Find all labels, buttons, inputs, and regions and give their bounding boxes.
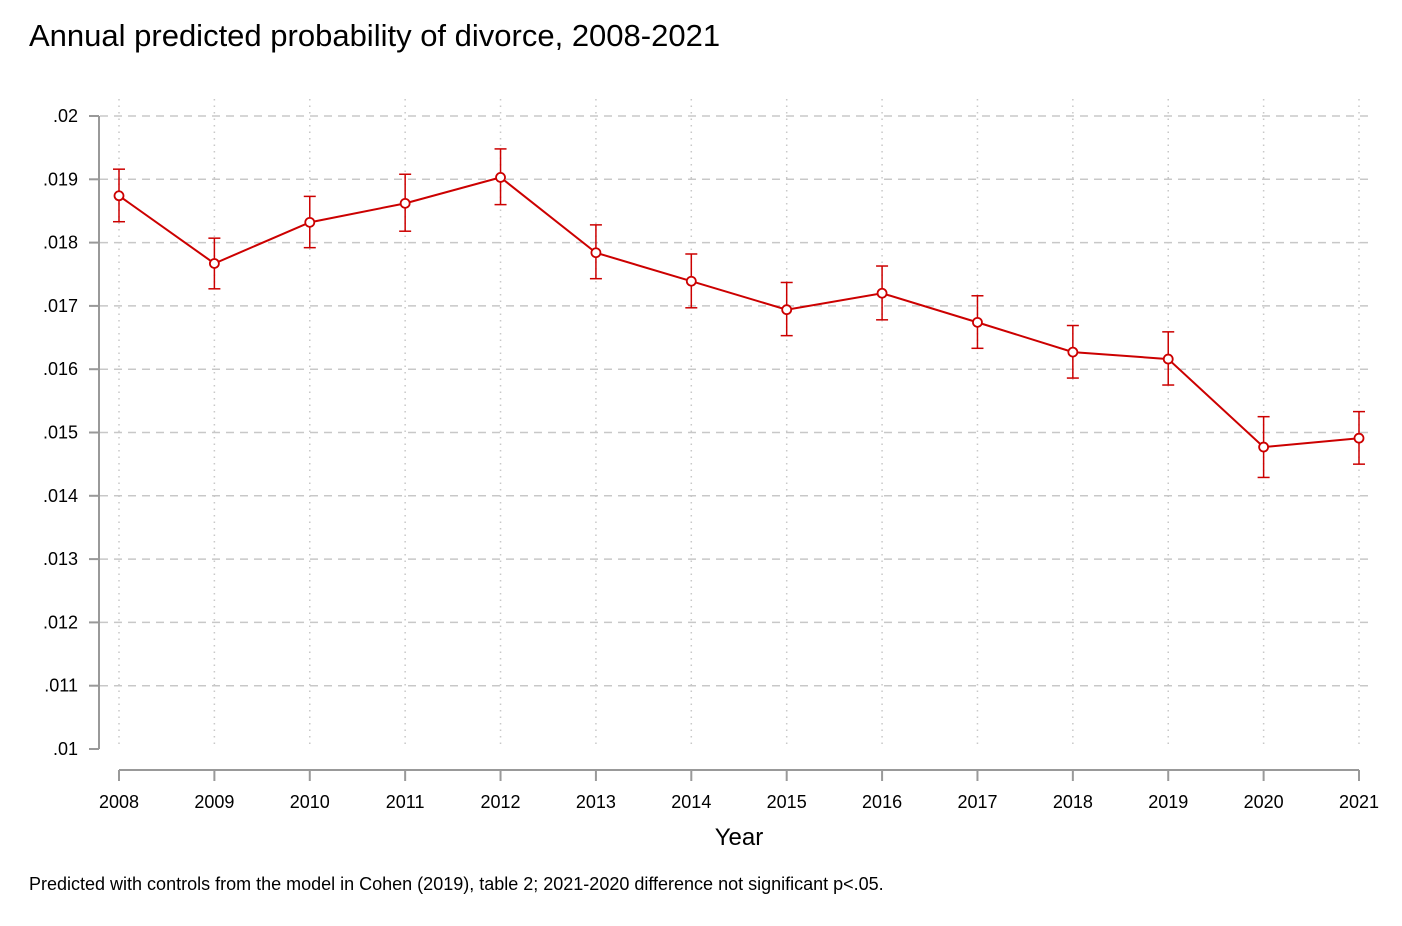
grid [100, 99, 1374, 749]
chart-note: Predicted with controls from the model i… [29, 874, 884, 894]
data-point [208, 258, 220, 269]
data-point [781, 304, 793, 316]
x-tick-label: 2017 [957, 792, 997, 812]
y-tick-label: .018 [43, 233, 78, 253]
y-tick-label: .013 [43, 549, 78, 569]
x-tick-label: 2016 [862, 792, 902, 812]
data-point [1258, 441, 1270, 453]
data-point [113, 190, 125, 202]
data-point [495, 172, 506, 183]
data-point [1162, 353, 1174, 365]
y-tick-label: .014 [43, 486, 78, 506]
data-point [972, 316, 983, 328]
series-line [118, 176, 1360, 449]
x-tick-label: 2014 [671, 792, 711, 812]
y-tick-label: .012 [43, 612, 78, 632]
x-tick-label: 2012 [481, 792, 521, 812]
x-tick-label: 2010 [290, 792, 330, 812]
x-tick-label: 2020 [1244, 792, 1284, 812]
data-point [1353, 432, 1365, 444]
x-tick-label: 2019 [1148, 792, 1188, 812]
chart-title: Annual predicted probability of divorce,… [29, 18, 721, 53]
x-tick-label: 2021 [1339, 792, 1379, 812]
x-tick-label: 2011 [386, 792, 425, 812]
data-point [304, 216, 316, 228]
data-points [113, 172, 1365, 453]
y-tick-label: .01 [53, 739, 78, 759]
y-tick-label: .015 [43, 423, 78, 443]
x-tick-label: 2008 [99, 792, 139, 812]
data-point [1067, 346, 1079, 358]
x-tick-label: 2015 [767, 792, 807, 812]
data-point [590, 247, 602, 259]
data-point [876, 287, 888, 299]
x-tick-label: 2018 [1053, 792, 1093, 812]
data-point [399, 197, 411, 209]
y-tick-label: .02 [53, 106, 78, 126]
confidence-intervals [113, 148, 1365, 479]
series-line-layer [118, 176, 1360, 449]
data-point [685, 275, 697, 287]
y-tick-label: .017 [43, 296, 78, 316]
y-tick-label: .011 [44, 676, 78, 696]
x-tick-label: 2009 [194, 792, 234, 812]
y-tick-label: .016 [43, 359, 78, 379]
x-tick-label: 2013 [576, 792, 616, 812]
x-axis-title: Year [715, 824, 764, 851]
axes: .01 .011 .012 .013 .014 .015 .016 .017 .018 .019.… [43, 106, 1379, 812]
y-tick-label: .019 [43, 169, 78, 189]
